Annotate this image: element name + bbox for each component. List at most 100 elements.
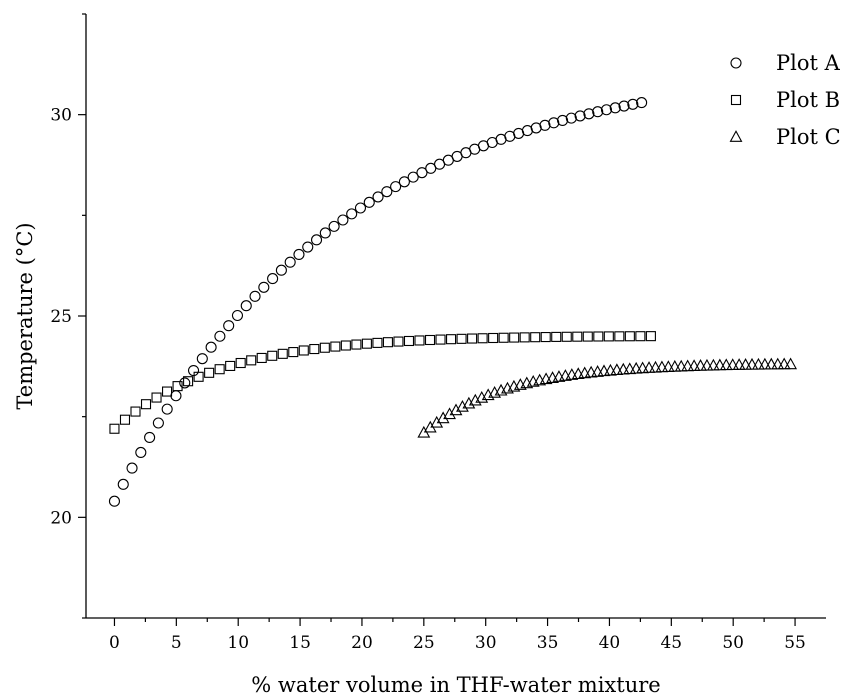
data-point-triangle	[764, 357, 778, 370]
data-point-triangle	[642, 361, 656, 373]
data-point-circle	[381, 186, 393, 198]
data-point-circle	[205, 341, 217, 353]
data-point-square	[288, 347, 299, 358]
data-point-triangle	[655, 360, 669, 373]
data-point-square	[446, 334, 457, 345]
y-axis-ticks: 20 25 30	[50, 13, 86, 619]
data-point-circle	[565, 112, 577, 124]
x-tick-label: 45	[660, 633, 682, 653]
data-point-square	[519, 332, 530, 343]
data-point-triangle	[706, 358, 720, 371]
data-point-triangle	[649, 360, 662, 373]
data-point-square	[530, 332, 541, 343]
data-point-square	[435, 334, 446, 345]
data-point-triangle	[674, 359, 688, 372]
data-point-triangle	[758, 357, 772, 370]
data-point-circle	[556, 114, 569, 126]
data-point-square	[509, 332, 520, 343]
data-point-square	[382, 337, 393, 348]
x-tick-label: 10	[227, 633, 249, 653]
data-point-square	[172, 381, 183, 392]
data-point-circle	[416, 167, 428, 179]
data-point-triangle	[443, 407, 456, 420]
data-point-square	[214, 364, 225, 375]
data-point-square	[246, 355, 257, 366]
data-point-circle	[196, 353, 208, 365]
data-point-square	[551, 331, 562, 342]
data-point-circle	[574, 110, 586, 122]
data-point-square	[361, 338, 372, 349]
data-point-square	[393, 336, 404, 347]
data-point-circle	[223, 320, 235, 332]
data-point-triangle	[661, 360, 675, 372]
data-point-triangle	[726, 358, 740, 371]
data-point-triangle	[719, 358, 733, 371]
series-plot-c	[417, 357, 798, 438]
data-point-square	[340, 340, 351, 351]
data-point-triangle	[732, 358, 746, 370]
data-point-circle	[161, 403, 173, 415]
data-point-square	[561, 331, 572, 342]
data-point-triangle	[752, 357, 765, 370]
x-axis-ticks: 0 5 10 15 20 25 30 35 40 45 50 55	[109, 618, 806, 653]
x-tick-label: 30	[475, 633, 497, 653]
series-plot-a	[108, 97, 648, 507]
data-point-square	[119, 414, 131, 425]
data-point-triangle	[636, 361, 650, 374]
data-point-triangle	[784, 357, 798, 370]
data-point-circle	[249, 290, 261, 302]
data-point-triangle	[694, 359, 707, 371]
data-point-circle	[179, 377, 191, 389]
legend-label: Plot B	[776, 88, 840, 112]
data-point-square	[403, 335, 415, 347]
data-point-square	[130, 406, 141, 417]
y-tick-label: 20	[50, 508, 72, 528]
x-tick-label: 0	[109, 633, 120, 653]
data-point-square	[256, 352, 267, 364]
data-point-triangle	[616, 362, 630, 375]
y-tick-label: 25	[50, 307, 72, 327]
legend-triangle-icon	[729, 130, 743, 142]
data-point-triangle	[681, 359, 695, 372]
data-point-triangle	[777, 357, 791, 370]
data-point-circle	[618, 100, 630, 112]
data-point-circle	[583, 108, 595, 120]
data-point-square	[140, 399, 152, 410]
data-point-square	[351, 339, 362, 350]
data-point-square	[109, 423, 120, 434]
x-tick-label: 20	[351, 633, 373, 653]
data-point-circle	[293, 248, 305, 261]
data-point-circle	[214, 330, 226, 342]
data-point-circle	[627, 98, 639, 110]
data-point-square	[488, 332, 499, 344]
data-point-circle	[302, 241, 314, 253]
data-point-circle	[284, 256, 296, 268]
x-tick-label: 5	[171, 633, 182, 653]
series-layer	[108, 97, 798, 507]
legend-square-icon	[730, 94, 742, 106]
data-point-circle	[425, 162, 437, 174]
data-point-triangle	[462, 396, 476, 409]
data-point-triangle	[629, 361, 643, 374]
data-point-triangle	[456, 399, 469, 412]
x-tick-label: 25	[413, 633, 435, 653]
data-point-triangle	[771, 357, 785, 370]
data-point-square	[624, 331, 635, 342]
data-point-circle	[108, 495, 121, 507]
y-axis-title: Temperature (°C)	[13, 222, 37, 409]
data-point-triangle	[668, 359, 682, 372]
data-point-triangle	[687, 359, 701, 372]
legend-item: Plot A	[730, 51, 841, 75]
data-point-square	[235, 357, 246, 369]
data-point-square	[183, 376, 194, 387]
data-point-square	[319, 342, 330, 353]
data-point-square	[162, 386, 173, 397]
x-tick-label: 15	[289, 633, 311, 653]
legend-label: Plot A	[776, 51, 841, 75]
data-point-square	[593, 331, 604, 342]
data-point-square	[456, 333, 467, 344]
data-point-circle	[337, 214, 349, 226]
data-point-circle	[240, 300, 252, 312]
data-point-square	[225, 360, 236, 372]
